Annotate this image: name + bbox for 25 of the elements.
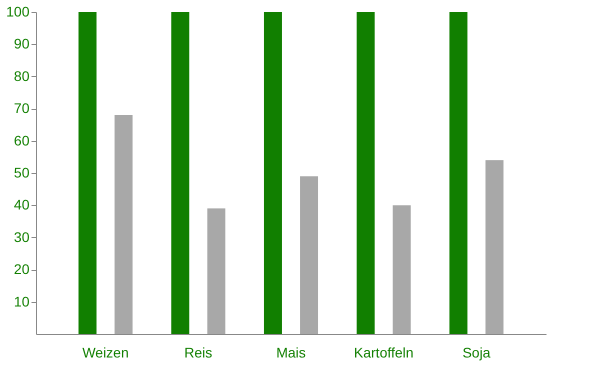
y-tick-label: 70 (14, 100, 30, 116)
y-tick-label: 90 (14, 36, 30, 52)
bar (300, 176, 318, 334)
bar (485, 160, 504, 334)
x-tick-label: Mais (276, 344, 306, 360)
bar (264, 12, 282, 334)
y-tick-label: 30 (14, 228, 30, 245)
y-tick-label: 100 (6, 4, 30, 20)
bar (78, 12, 97, 334)
y-tick-label: 20 (14, 261, 30, 278)
x-tick-label: Soja (462, 344, 491, 360)
bar (171, 12, 190, 334)
y-tick-label: 80 (14, 68, 30, 84)
x-tick-label: Reis (184, 344, 212, 360)
x-tick-label: Weizen (82, 344, 129, 360)
bar (356, 12, 375, 334)
bar (449, 12, 468, 334)
bar (114, 115, 133, 334)
bar (207, 208, 226, 334)
y-tick-label: 50 (14, 164, 30, 180)
bar (392, 205, 411, 334)
y-tick-label: 60 (14, 132, 30, 148)
y-tick-label: 40 (14, 196, 30, 213)
x-tick-label: Kartoffeln (354, 344, 414, 360)
y-tick-label: 10 (14, 293, 30, 310)
